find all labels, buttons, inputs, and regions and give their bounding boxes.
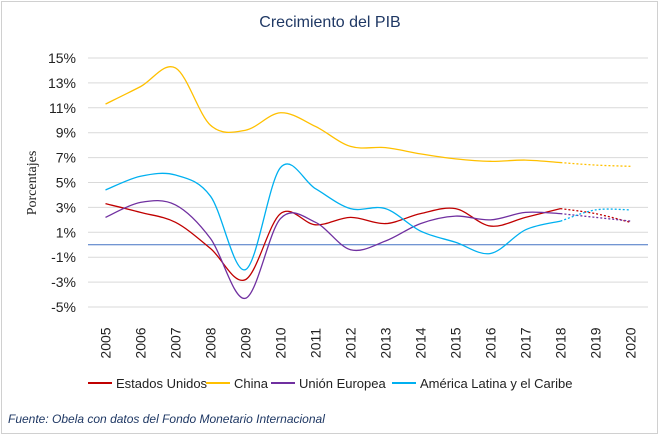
y-axis-title: Porcentajes <box>25 151 40 216</box>
y-tick-label: 3% <box>56 199 76 215</box>
legend-label: Estados Unidos <box>116 376 208 391</box>
y-tick-label: -5% <box>51 299 76 315</box>
x-tick-label: 2010 <box>273 327 289 358</box>
x-tick-label: 2005 <box>98 327 114 358</box>
x-tick-label: 2006 <box>133 327 149 358</box>
legend: Estados Unidos China Unión Europea América … <box>88 376 572 391</box>
y-tick-label: 5% <box>56 175 76 191</box>
legend-label: América Latina y el Caribe <box>420 376 572 391</box>
x-tick-label: 2017 <box>518 327 534 358</box>
x-tick-label: 2008 <box>203 327 219 358</box>
series-projection-line <box>560 208 631 222</box>
x-tick-label: 2016 <box>483 327 499 358</box>
x-tick-label: 2009 <box>238 327 254 358</box>
legend-label: Unión Europea <box>299 376 386 391</box>
series-line <box>105 199 561 299</box>
x-tick-label: 2007 <box>168 327 184 358</box>
y-tick-label: 11% <box>49 100 76 116</box>
y-tick-label: -3% <box>51 274 76 290</box>
source-note: Fuente: Obela con datos del Fondo Moneta… <box>8 412 325 426</box>
x-axis-ticks: 2005 2006 2007 2008 2009 2010 2011 2012 2013 2014… <box>98 327 639 358</box>
x-tick-label: 2013 <box>378 327 394 358</box>
series-line <box>105 203 561 281</box>
y-tick-label: 13% <box>48 75 76 91</box>
x-tick-label: 2020 <box>623 327 639 358</box>
series-line <box>105 66 561 164</box>
series-projection-line <box>560 208 631 223</box>
y-tick-label: 15% <box>48 50 76 66</box>
y-tick-label: 9% <box>56 125 76 141</box>
x-tick-label: 2019 <box>588 327 604 358</box>
x-tick-label: 2011 <box>308 328 324 358</box>
x-tick-label: 2012 <box>343 327 359 358</box>
y-axis-ticks: -5% -3% -1% 1% 3% 5% 7% 9% 11% 13% 15% <box>48 50 76 315</box>
legend-label: China <box>234 376 269 391</box>
x-tick-label: 2015 <box>448 327 464 358</box>
series-projection-line <box>560 161 631 167</box>
y-tick-label: 7% <box>56 150 76 166</box>
chart-title: Crecimiento del PIB <box>259 14 400 31</box>
y-tick-label: -1% <box>51 249 76 265</box>
x-tick-label: 2014 <box>413 327 429 358</box>
series-line <box>105 163 561 271</box>
series-layer <box>105 66 631 299</box>
y-tick-label: 1% <box>56 224 76 240</box>
x-tick-label: 2018 <box>553 327 569 358</box>
gridlines <box>88 57 648 308</box>
